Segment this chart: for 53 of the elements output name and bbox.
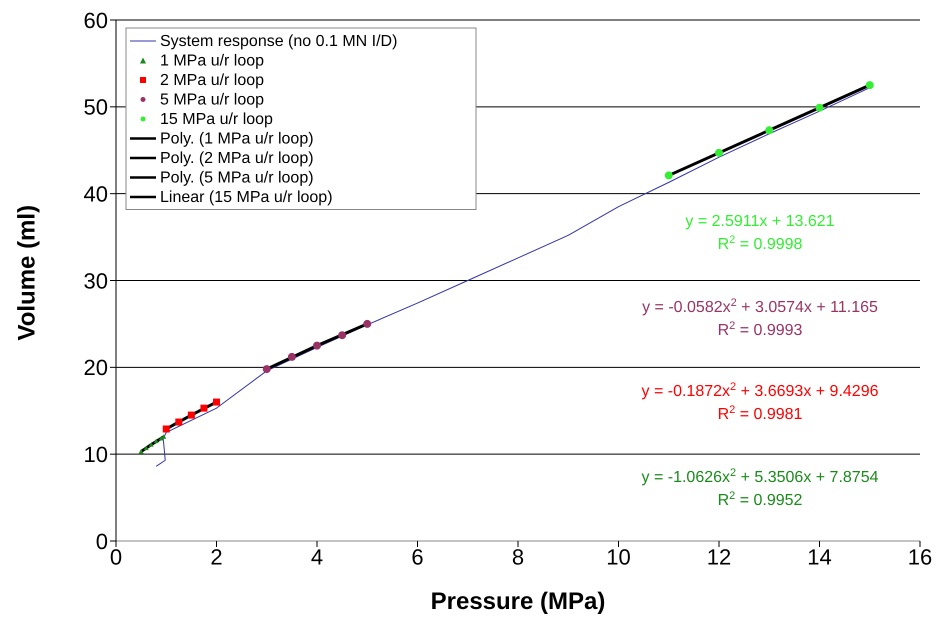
point [162, 425, 170, 432]
y-tick-label: 0 [96, 528, 108, 554]
legend-label: Linear (15 MPa u/r loop) [160, 189, 333, 206]
legend-label: Poly. (5 MPa u/r loop) [160, 170, 314, 186]
point [313, 342, 321, 350]
point [213, 398, 220, 406]
point [288, 352, 296, 361]
x-tick-label: 12 [706, 544, 732, 570]
point [866, 81, 874, 90]
point [175, 418, 182, 426]
annotation: R$^{2}$ = 0.9952 [718, 490, 803, 509]
point [154, 438, 159, 444]
annotation: y = -0.0582x$^{2}$ + 3.0574x + 11.165 [642, 297, 878, 316]
x-tick-label: 16 [908, 544, 932, 570]
x-tick-label: 6 [411, 544, 424, 570]
y-tick-label: 20 [84, 355, 108, 380]
legend-label: Poly. (2 MPa u/r loop) [160, 150, 314, 167]
y-tick-label: 60 [84, 8, 108, 33]
legend-label: 2 MPa u/r loop [160, 72, 264, 89]
point [664, 171, 673, 180]
point [144, 446, 149, 450]
legend-label: 15 MPa u/r loop [160, 111, 274, 128]
legend-label: System response (no 0.1 MN I/D) [160, 33, 398, 50]
x-axis-title: Pressure (MPa) [430, 588, 606, 615]
point [715, 148, 723, 157]
x-tick-label: 10 [606, 544, 631, 570]
legend-label: 5 MPa u/r loop [160, 92, 264, 108]
annotation: y = 2.5911x + 13.621 [685, 213, 835, 230]
x-tick-label: 8 [512, 544, 524, 570]
point [338, 331, 346, 340]
annotation: y = -1.0626x$^{2}$ + 5.3506x + 7.8754 [642, 467, 879, 486]
annotation: R$^{2}$ = 0.9993 [718, 320, 803, 339]
annotation: R$^{2}$ = 0.9998 [718, 234, 803, 253]
y-tick-label: 40 [84, 181, 108, 206]
point [816, 104, 824, 112]
point [148, 442, 154, 447]
legend-label: 1 MPa u/r loop [160, 52, 264, 70]
x-tick-label: 2 [210, 544, 223, 570]
legend-label: Poly. (1 MPa u/r loop) [160, 130, 314, 148]
point [138, 449, 144, 454]
point [188, 412, 195, 419]
y-tick-label: 30 [84, 268, 108, 294]
y-axis-title: Volume (ml) [14, 204, 41, 340]
x-tick-label: 14 [807, 544, 832, 570]
x-tick-label: 4 [310, 544, 324, 570]
annotation: y = -0.1872x$^{2}$ + 3.6693x + 9.4296 [642, 381, 879, 400]
y-tick-label: 50 [84, 94, 108, 120]
point [363, 320, 372, 328]
y-tick-label: 10 [84, 442, 108, 467]
point [765, 126, 774, 134]
annotation: R$^{2}$ = 0.9981 [718, 404, 803, 423]
point [200, 404, 208, 412]
point [262, 365, 271, 374]
